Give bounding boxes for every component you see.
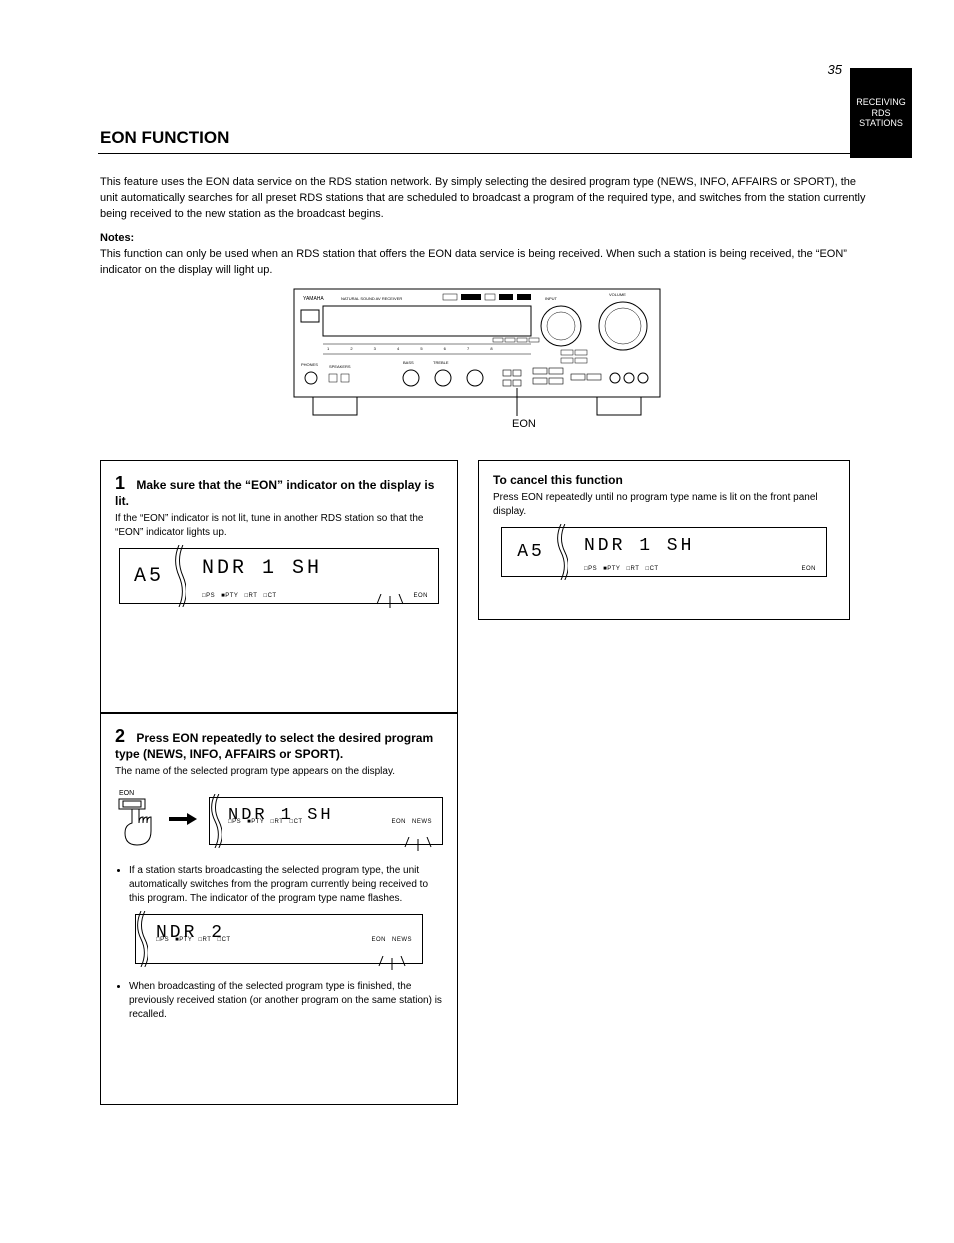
intro-block: This feature uses the EON data service o… — [100, 175, 874, 279]
lcd2a-indicators: □PS ■PTY □RT □CT EON NEWS — [228, 819, 432, 825]
step1-num: 1 — [115, 473, 125, 493]
step3-body: Press EON repeatedly until no program ty… — [493, 491, 835, 519]
page-title: EON FUNCTION — [100, 128, 229, 148]
step2-foot2: When broadcasting of the selected progra… — [129, 980, 443, 1022]
blink-icon — [375, 594, 405, 616]
svg-text:SPEAKERS: SPEAKERS — [329, 364, 351, 369]
arrow-icon — [169, 812, 197, 830]
svg-text:VOLUME: VOLUME — [609, 292, 626, 297]
tab-label: RECEIVING RDS STATIONS — [850, 97, 912, 129]
notes-heading: Notes: — [100, 232, 134, 244]
section-tab: RECEIVING RDS STATIONS — [850, 68, 912, 158]
page-number: 35 — [828, 62, 842, 77]
intro-text: This feature uses the EON data service o… — [100, 175, 874, 223]
step1-head: 1 Make sure that the “EON” indicator on … — [115, 473, 443, 508]
receiver-front-panel: YAMAHA NATURAL SOUND AV RECEIVER INPUT V… — [293, 288, 661, 410]
step2-body: The name of the selected program type ap… — [115, 765, 443, 779]
step1-body: If the “EON” indicator is not lit, tune … — [115, 512, 443, 540]
svg-text:TREBLE: TREBLE — [433, 360, 449, 365]
svg-text:EON: EON — [119, 790, 134, 797]
lcd1-preset: A5 — [120, 549, 178, 603]
step2-foot1: If a station starts broadcasting the sel… — [129, 864, 443, 906]
blink-icon — [403, 837, 433, 859]
step-3: To cancel this function Press EON repeat… — [478, 460, 850, 620]
svg-text:INPUT: INPUT — [545, 296, 558, 301]
lcd-display-3: A5 NDR 1 SH □PS ■PTY □RT □CT EON — [501, 527, 827, 577]
svg-text:BASS: BASS — [403, 360, 414, 365]
step2-title: Press EON repeatedly to select the desir… — [115, 731, 433, 761]
step-2: 2 Press EON repeatedly to select the des… — [100, 713, 458, 1105]
svg-text:NATURAL SOUND AV RECEIVER: NATURAL SOUND AV RECEIVER — [341, 296, 402, 301]
lcd3-station: NDR 1 SH — [584, 532, 816, 556]
press-hand-icon: EON — [115, 787, 157, 854]
title-rule — [98, 153, 882, 154]
lcd3-indicators: □PS ■PTY □RT □CT EON — [584, 566, 816, 572]
step2-head: 2 Press EON repeatedly to select the des… — [115, 726, 443, 761]
eon-callout: EON — [512, 418, 536, 430]
step3-title: To cancel this function — [493, 473, 835, 487]
svg-text:YAMAHA: YAMAHA — [303, 296, 324, 302]
lcd2b-indicators: □PS ■PTY □RT □CT EON NEWS — [156, 937, 412, 943]
svg-text:PHONES: PHONES — [301, 362, 318, 367]
blink-icon — [377, 956, 407, 978]
step-1: 1 Make sure that the “EON” indicator on … — [100, 460, 458, 713]
notes-text: This function can only be used when an R… — [100, 247, 874, 279]
step2-num: 2 — [115, 726, 125, 746]
lcd3-preset: A5 — [502, 528, 560, 576]
step1-title: Make sure that the “EON” indicator on th… — [115, 478, 434, 508]
svg-text:1 2 3 4 5 6 7 8: 1 2 3 4 5 6 7 8 — [327, 346, 503, 351]
lcd1-station: NDR 1 SH — [202, 553, 428, 580]
